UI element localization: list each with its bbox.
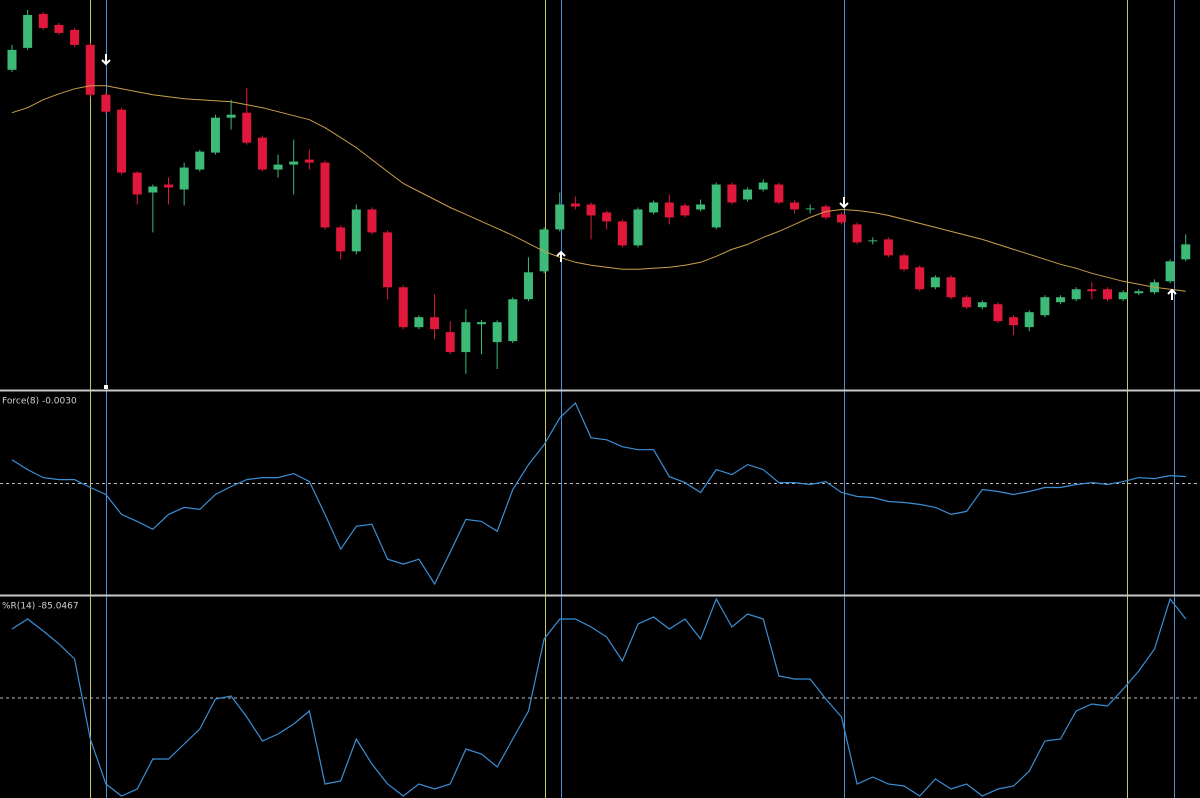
indicator-line — [11, 597, 1187, 797]
moving-average — [11, 85, 1186, 292]
candle-body — [226, 114, 236, 118]
candle-body — [273, 164, 283, 170]
candle-body — [883, 239, 893, 256]
candle-body — [711, 184, 721, 228]
sell-arrow — [839, 197, 849, 209]
candle-body — [54, 24, 64, 33]
candle-body — [210, 117, 220, 153]
candle-body — [101, 94, 111, 112]
candle-body — [445, 332, 455, 353]
candle-body — [977, 302, 987, 308]
candle-body — [1103, 289, 1112, 300]
candle-body — [336, 227, 346, 252]
indicator-title: Force(8) -0.0030 — [2, 397, 77, 407]
indicator-title: %R(14) -85.0467 — [2, 602, 79, 612]
marker — [104, 385, 108, 389]
candle-body — [304, 159, 314, 163]
candle-body — [398, 287, 408, 328]
candle-body — [539, 229, 549, 272]
candle-body — [758, 182, 768, 190]
candle-body — [617, 221, 627, 246]
candle-body — [132, 172, 142, 195]
candle-body — [320, 162, 330, 228]
candle-body — [1071, 289, 1081, 300]
candle-body — [696, 204, 706, 210]
candle-body — [993, 304, 1003, 322]
candle-body — [1087, 289, 1097, 292]
candle-body — [852, 224, 862, 243]
candle-body — [289, 161, 299, 165]
candle-body — [836, 214, 846, 223]
candle-body — [555, 204, 565, 230]
candle-body — [946, 277, 956, 298]
candle-body — [242, 112, 252, 143]
candle-body — [1040, 297, 1050, 316]
candle-body — [523, 272, 533, 300]
candle-body — [915, 267, 925, 290]
candle-body — [743, 189, 753, 200]
candle-body — [805, 208, 815, 210]
indicator-line — [11, 401, 1186, 586]
candle-body — [1134, 291, 1144, 294]
candle-body — [1165, 261, 1175, 282]
candle-body — [930, 277, 940, 288]
candle-body — [179, 167, 189, 190]
candle-body — [1009, 317, 1019, 326]
candle-body — [85, 44, 95, 95]
candle-body — [38, 13, 48, 28]
buy-arrow — [556, 250, 566, 262]
candle-body — [70, 29, 80, 45]
candle-body — [477, 322, 486, 325]
candle-body — [664, 202, 674, 218]
candle-body — [570, 203, 580, 207]
candle-body — [367, 209, 377, 233]
candle-body — [727, 184, 737, 203]
candle-body — [633, 209, 643, 246]
candle-body — [23, 14, 33, 48]
buy-arrow — [1167, 288, 1177, 300]
candle-body — [1056, 297, 1066, 303]
candle-body — [868, 240, 878, 242]
candle-body — [195, 151, 205, 170]
candle-body — [680, 205, 690, 216]
candle-body — [649, 202, 659, 213]
candle-body — [7, 49, 17, 70]
signal-arrows — [101, 54, 1177, 300]
candle-body — [586, 204, 596, 216]
candle-body — [1118, 292, 1128, 300]
candle-body — [602, 212, 612, 222]
candle-body — [962, 297, 972, 308]
candle-body — [508, 299, 518, 342]
candle-body — [430, 317, 440, 330]
candle-body — [414, 317, 424, 328]
candle-body — [148, 186, 158, 193]
candle-body — [351, 209, 361, 252]
signal-lines — [90, 0, 1175, 798]
plot-area: Force(8) -0.0030 %R(14) -85.0467 — [0, 9, 1200, 797]
candle-body — [774, 184, 784, 203]
candle-body — [1181, 244, 1191, 260]
candle-body — [117, 109, 127, 173]
sell-arrow — [101, 54, 111, 66]
candle-body — [461, 322, 471, 353]
candle-body — [1024, 312, 1034, 328]
candle-body — [383, 232, 393, 288]
candle-body — [257, 137, 267, 170]
candle-body — [492, 322, 502, 343]
candle-body — [899, 255, 909, 270]
candle-body — [790, 202, 799, 210]
candle-body — [164, 184, 173, 188]
